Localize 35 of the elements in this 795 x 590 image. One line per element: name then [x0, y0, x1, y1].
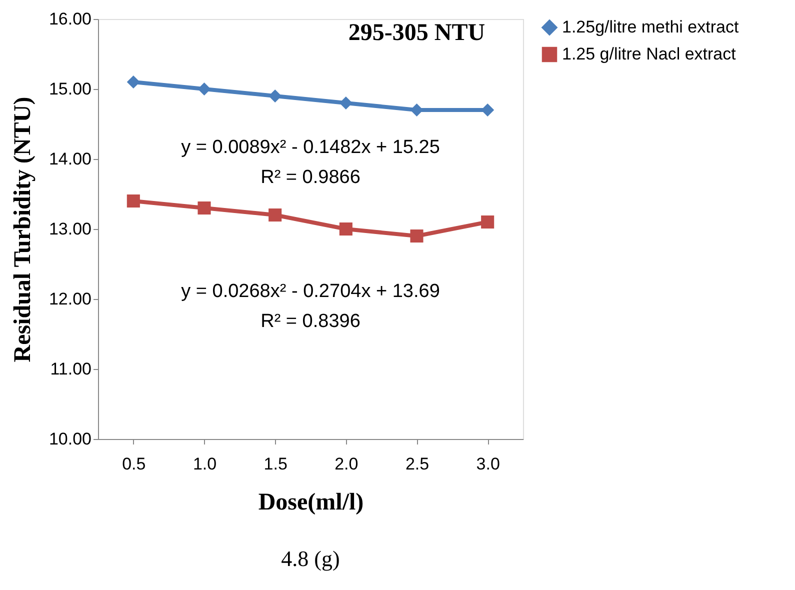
text: 4.8 (g)	[281, 546, 340, 571]
point	[268, 89, 282, 103]
point	[198, 82, 211, 96]
x-tick-label: 3.0	[476, 454, 500, 474]
chart-title: 295-305 NTU	[348, 20, 486, 46]
point	[198, 201, 211, 215]
legend-label: 1.25g/litre methi extract	[562, 18, 739, 36]
x-tick-label: 1.5	[264, 454, 288, 474]
point	[126, 194, 140, 208]
point	[339, 96, 352, 110]
point	[339, 222, 352, 236]
x-tick-label: 2.5	[405, 454, 430, 474]
y-tick-label: 16.00	[48, 10, 92, 28]
point	[268, 208, 282, 222]
point	[481, 103, 494, 117]
y-tick-label: 12.00	[48, 290, 92, 308]
x-tick-label: 0.5	[122, 454, 146, 474]
x-tick-label: 2.0	[334, 454, 358, 474]
annotation: y = 0.0268x² - 0.2704x + 13.69	[181, 281, 440, 302]
point	[410, 103, 424, 117]
point	[410, 229, 424, 243]
y-tick-label: 11.00	[50, 360, 92, 378]
y-axis-title: Residual Turbidity (NTU)	[10, 96, 36, 362]
y-tick-label: 14.00	[48, 150, 92, 168]
x-tick-label: 1.0	[192, 454, 217, 474]
legend-label: 1.25 g/litre Nacl extract	[562, 44, 736, 64]
annotation: R² = 0.9866	[260, 167, 360, 188]
y-tick-label: 10.00	[48, 430, 92, 448]
y-tick-label: 15.00	[48, 80, 92, 98]
annotation: R² = 0.8396	[260, 311, 360, 332]
point	[481, 215, 494, 229]
point	[126, 75, 140, 89]
y-tick-label: 13.00	[48, 220, 92, 238]
x-axis-title: Dose(ml/l)	[258, 490, 364, 516]
annotation: y = 0.0089x² - 0.1482x + 15.25	[181, 137, 440, 158]
